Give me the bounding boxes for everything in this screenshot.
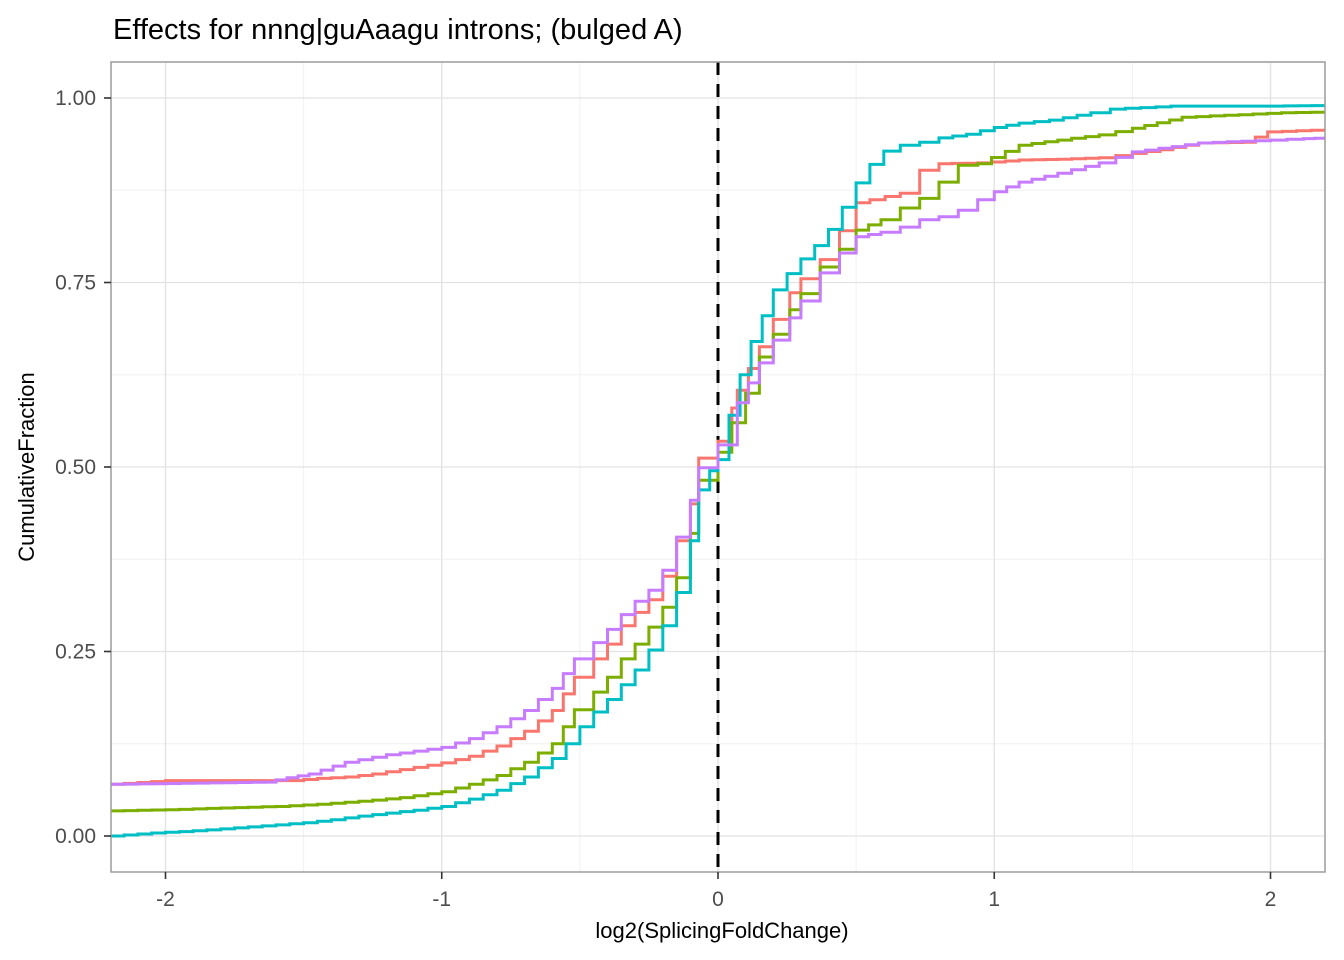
- y-tick-label: 0.00: [55, 825, 96, 848]
- ecdf-curve-red: [111, 128, 1325, 786]
- x-tick-label: -1: [432, 888, 451, 911]
- x-tick-label: 0: [712, 888, 724, 911]
- y-tick-label: 0.75: [55, 272, 96, 295]
- chart-title: Effects for nnng|guAaagu introns; (bulge…: [113, 14, 683, 46]
- ecdf-curves-layer: [111, 103, 1325, 838]
- y-tick-label: 1.00: [55, 87, 96, 110]
- x-axis-title: log2(SplicingFoldChange): [595, 918, 848, 943]
- ecdf-curve-purple: [111, 136, 1325, 786]
- ecdf-curve-teal: [111, 103, 1325, 838]
- y-tick-label: 0.25: [55, 641, 96, 664]
- x-tick-label: -2: [156, 888, 175, 911]
- x-tick-label: 1: [988, 888, 1000, 911]
- y-tick-label: 0.50: [55, 456, 96, 479]
- tick-labels-layer: -2 -1 0 1 2 0.00 0.25 0.50 0.75 1.00: [55, 87, 1276, 911]
- y-axis-title: CumulativeFraction: [14, 372, 39, 562]
- ecdf-curve-olive: [111, 110, 1325, 813]
- x-tick-label: 2: [1265, 888, 1277, 911]
- axis-ticks-layer: [104, 97, 1272, 879]
